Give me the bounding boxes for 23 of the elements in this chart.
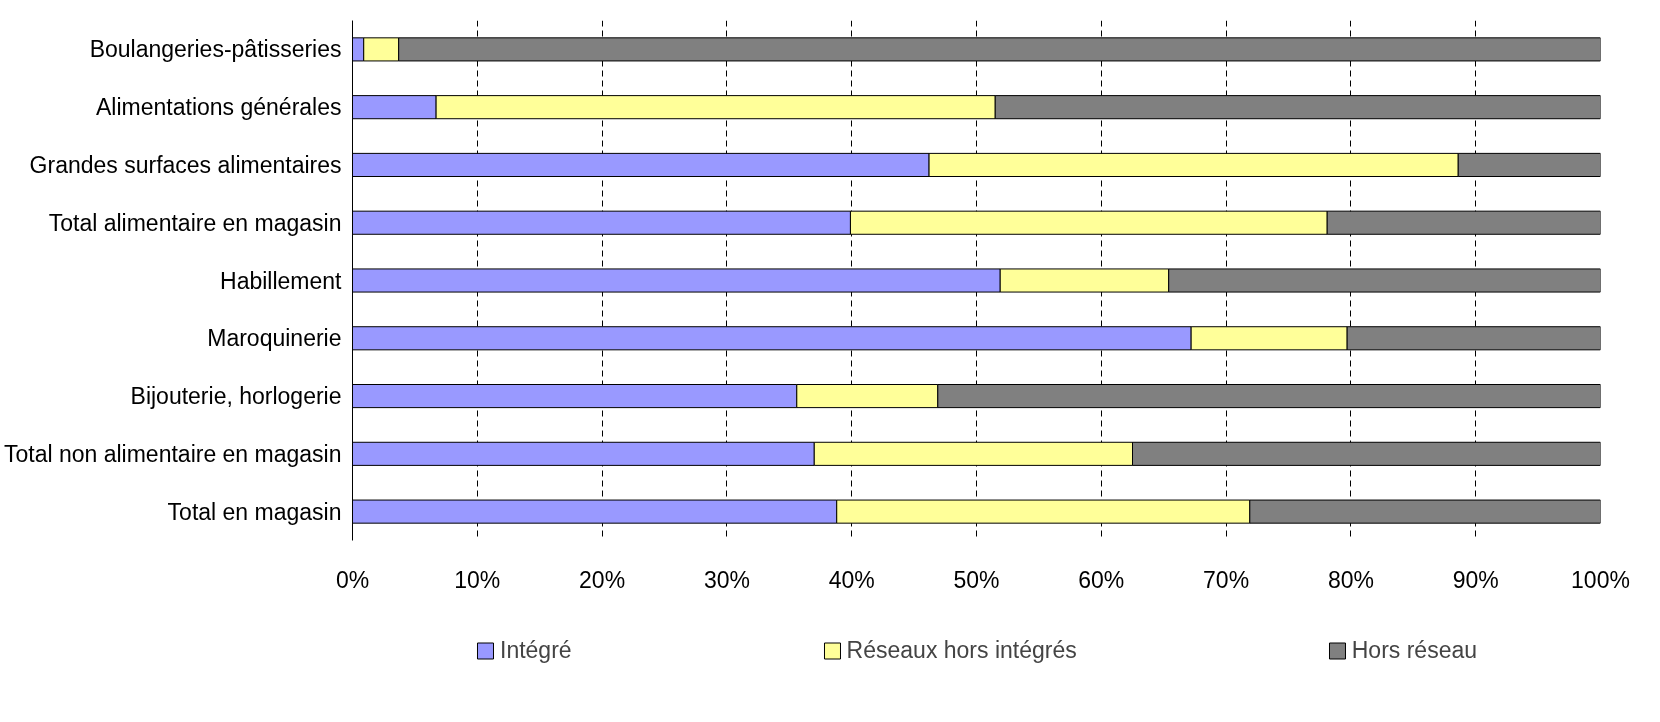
y-tick-label: Total alimentaire en magasin xyxy=(48,209,342,236)
x-tick-label: 40% xyxy=(828,566,875,593)
x-tick-label: 0% xyxy=(335,566,370,593)
y-tick-label: Boulangeries-pâtisseries xyxy=(89,36,342,63)
x-tick-label: 50% xyxy=(953,566,1000,593)
legend-label: Intégré xyxy=(499,636,572,664)
x-tick-label: 70% xyxy=(1203,566,1250,593)
x-tick-label: 10% xyxy=(454,566,501,593)
x-tick-label: 100% xyxy=(1571,566,1630,593)
x-tick-label: 30% xyxy=(703,566,750,593)
y-tick-label: Bijouterie, horlogerie xyxy=(130,383,342,410)
x-tick-label: 80% xyxy=(1327,566,1374,593)
y-tick-label: Total non alimentaire en magasin xyxy=(3,440,342,467)
y-tick-label: Habillement xyxy=(220,267,343,294)
y-tick-label: Alimentations générales xyxy=(96,94,342,121)
y-tick-label: Maroquinerie xyxy=(207,325,342,352)
x-tick-label: 60% xyxy=(1078,566,1125,593)
legend-label: Hors réseau xyxy=(1351,636,1478,664)
legend-label: Réseaux hors intégrés xyxy=(846,636,1077,664)
y-tick-label: Grandes surfaces alimentaires xyxy=(29,151,342,178)
y-tick-label: Total en magasin xyxy=(167,498,342,525)
x-tick-label: 90% xyxy=(1452,566,1499,593)
x-tick-label: 20% xyxy=(579,566,626,593)
